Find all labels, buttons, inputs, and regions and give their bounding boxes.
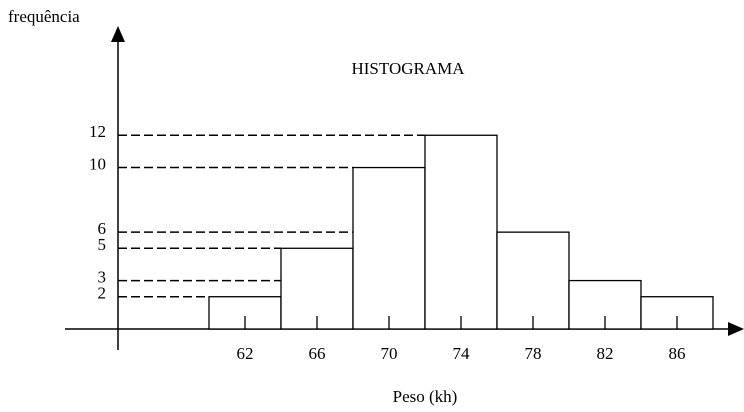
x-tick-label: 78: [525, 344, 542, 363]
x-arrow: [728, 322, 744, 336]
x-axis-label: Peso (kh): [393, 387, 458, 406]
y-arrow: [111, 26, 125, 42]
y-axis-label: frequência: [8, 7, 80, 26]
y-tick-label: 12: [89, 122, 106, 141]
x-tick-label: 82: [597, 344, 614, 363]
x-tick-label: 74: [453, 344, 471, 363]
x-tick-label: 66: [309, 344, 326, 363]
x-tick-label: 62: [237, 344, 254, 363]
bar: [496, 231, 570, 330]
bar: [424, 134, 498, 330]
y-tick-label: 3: [98, 267, 107, 286]
y-tick-label: 2: [98, 284, 107, 303]
y-tick-label: 5: [98, 235, 107, 254]
y-tick-label: 6: [98, 219, 107, 238]
bar: [352, 166, 426, 330]
y-tick-label: 10: [89, 154, 106, 173]
x-tick-label: 86: [669, 344, 686, 363]
x-tick-label: 70: [381, 344, 398, 363]
bar: [280, 247, 354, 330]
chart-title: HISTOGRAMA: [351, 59, 465, 78]
